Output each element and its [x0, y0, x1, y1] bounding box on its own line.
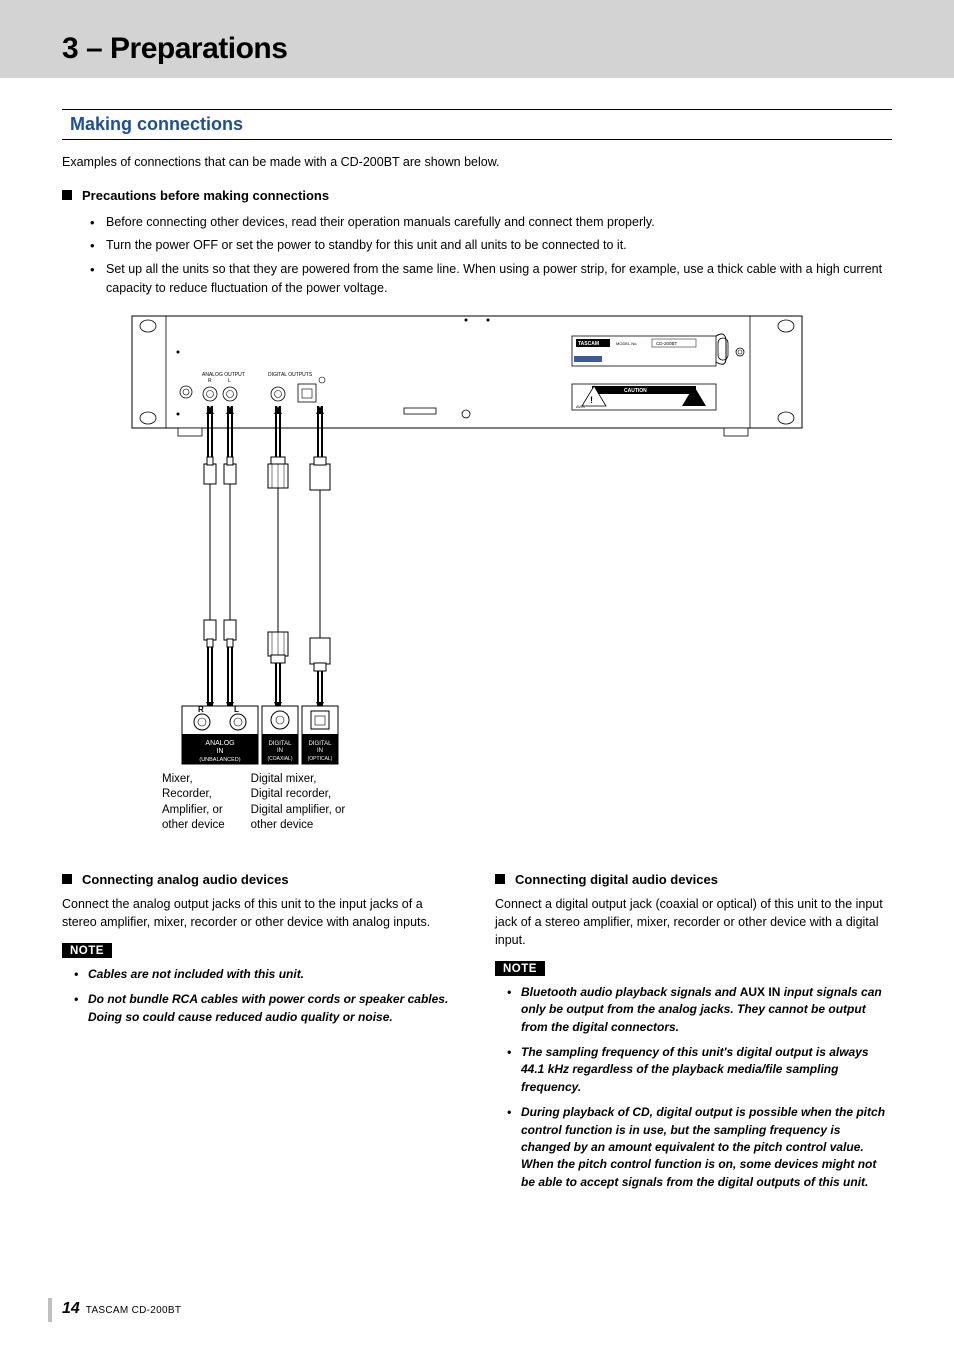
- svg-text:R: R: [208, 378, 212, 384]
- note-item: The sampling frequency of this unit's di…: [507, 1044, 892, 1096]
- digital-notes: Bluetooth audio playback signals and AUX…: [495, 984, 892, 1191]
- precautions-heading: Precautions before making connections: [62, 188, 892, 203]
- diagram-labels: Mixer, Recorder, Amplifier, or other dev…: [162, 772, 345, 834]
- analog-heading-text: Connecting analog audio devices: [82, 872, 289, 887]
- precaution-item: Turn the power OFF or set the power to s…: [90, 236, 892, 255]
- svg-text:L: L: [234, 705, 239, 714]
- digital-body: Connect a digital output jack (coaxial o…: [495, 895, 892, 949]
- digital-outputs-label: DIGITAL OUTPUTS: [268, 372, 313, 378]
- analog-body: Connect the analog output jacks of this …: [62, 895, 459, 931]
- page: 3 – Preparations Making connections Exam…: [0, 0, 954, 1350]
- svg-text:(OPTICAL): (OPTICAL): [308, 756, 333, 762]
- svg-text:(UNBALANCED): (UNBALANCED): [199, 757, 240, 763]
- precautions-list: Before connecting other devices, read th…: [62, 213, 892, 298]
- note-item: During playback of CD, digital output is…: [507, 1104, 892, 1191]
- analog-device-label: Mixer, Recorder, Amplifier, or other dev…: [162, 772, 225, 834]
- analog-notes: Cables are not included with this unit. …: [62, 966, 459, 1026]
- svg-text:DIGITAL: DIGITAL: [269, 741, 293, 747]
- digital-device-label: Digital mixer, Digital recorder, Digital…: [251, 772, 346, 834]
- precaution-item: Set up all the units so that they are po…: [90, 260, 892, 298]
- footer-model: TASCAM CD-200BT: [86, 1305, 181, 1316]
- svg-text:L: L: [228, 378, 231, 384]
- two-column-layout: Connecting analog audio devices Connect …: [62, 872, 892, 1200]
- chapter-header: 3 – Preparations: [0, 0, 954, 79]
- intro-text: Examples of connections that can be made…: [62, 154, 892, 172]
- section-title: Making connections: [62, 109, 892, 140]
- svg-text:CD-200BT: CD-200BT: [656, 341, 678, 346]
- note-item: Do not bundle RCA cables with power cord…: [74, 991, 459, 1026]
- analog-column: Connecting analog audio devices Connect …: [62, 872, 459, 1200]
- svg-text:AVIS: AVIS: [576, 404, 585, 409]
- note-badge: NOTE: [495, 961, 545, 976]
- note-badge: NOTE: [62, 943, 112, 958]
- svg-text:CAUTION: CAUTION: [624, 388, 647, 394]
- digital-heading: Connecting digital audio devices: [495, 872, 892, 887]
- page-footer: 14 TASCAM CD-200BT: [62, 1300, 181, 1318]
- svg-text:!: !: [590, 395, 593, 405]
- svg-text:TASCAM: TASCAM: [578, 341, 599, 347]
- square-bullet-icon: [62, 190, 72, 200]
- square-bullet-icon: [495, 874, 505, 884]
- analog-heading: Connecting analog audio devices: [62, 872, 459, 887]
- svg-text:DIGITAL: DIGITAL: [309, 741, 333, 747]
- svg-text:IN: IN: [277, 748, 283, 754]
- precautions-heading-text: Precautions before making connections: [82, 188, 329, 203]
- page-number: 14: [62, 1300, 80, 1318]
- connection-diagram: ANALOG OUTPUT R L DIGITAL OUTPUTS: [122, 312, 822, 852]
- svg-text:ANALOG: ANALOG: [205, 740, 234, 747]
- square-bullet-icon: [62, 874, 72, 884]
- note-item: Bluetooth audio playback signals and AUX…: [507, 984, 892, 1036]
- digital-heading-text: Connecting digital audio devices: [515, 872, 718, 887]
- svg-text:IN: IN: [217, 748, 224, 755]
- svg-text:IN: IN: [317, 748, 323, 754]
- precaution-item: Before connecting other devices, read th…: [90, 213, 892, 232]
- footer-accent-bar: [48, 1298, 52, 1322]
- diagram-svg: ANALOG OUTPUT R L DIGITAL OUTPUTS: [122, 312, 822, 852]
- svg-text:MODEL No.: MODEL No.: [616, 341, 637, 346]
- content-area: Making connections Examples of connectio…: [0, 79, 954, 1199]
- svg-text:R: R: [198, 705, 204, 714]
- digital-column: Connecting digital audio devices Connect…: [495, 872, 892, 1200]
- chapter-title: 3 – Preparations: [62, 32, 287, 66]
- note-item: Cables are not included with this unit.: [74, 966, 459, 983]
- svg-text:(COAXIAL): (COAXIAL): [267, 756, 292, 762]
